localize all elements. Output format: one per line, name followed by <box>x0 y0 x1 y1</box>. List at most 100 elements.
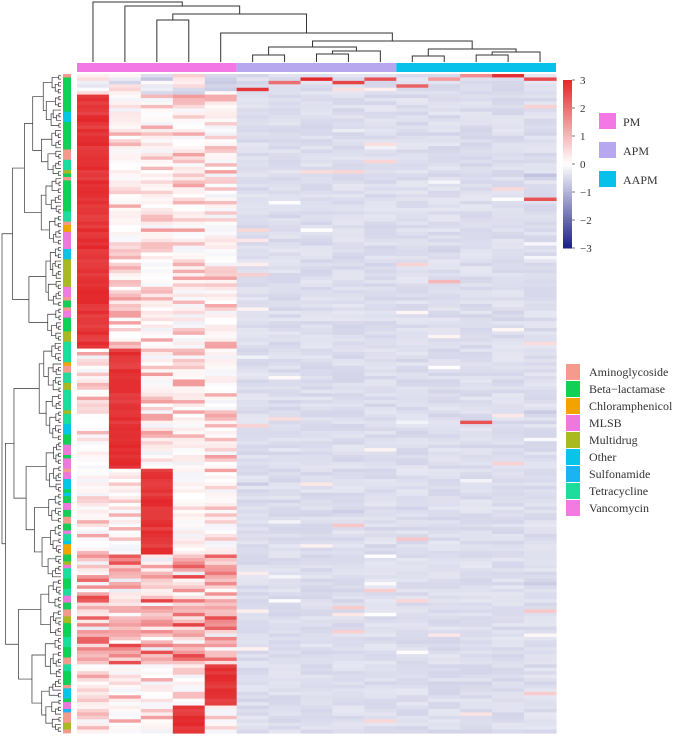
heatmap-cell <box>108 612 142 617</box>
heatmap-cell <box>140 575 174 580</box>
heatmap-cell <box>172 180 206 185</box>
heatmap-cell <box>204 355 238 360</box>
heatmap-cell <box>428 451 461 456</box>
heatmap-cell <box>172 132 206 137</box>
heatmap-cell <box>332 650 365 655</box>
heatmap-cell <box>300 386 334 391</box>
heatmap-cell <box>300 334 334 339</box>
heatmap-cell <box>77 537 110 542</box>
heatmap-cell <box>524 125 557 130</box>
heatmap-cell <box>396 406 429 411</box>
heatmap-cell <box>300 238 334 243</box>
heatmap-cell <box>300 410 334 415</box>
heatmap-cell <box>108 94 142 99</box>
heatmap-cell <box>140 228 174 233</box>
heatmap-cell <box>236 249 270 254</box>
heatmap-cell <box>204 321 238 326</box>
heatmap-cell <box>364 650 397 655</box>
heatmap-cell <box>300 458 334 463</box>
heatmap-cell <box>300 568 334 573</box>
heatmap-cell <box>396 365 429 370</box>
heatmap-cell <box>172 444 206 449</box>
heatmap-cell <box>396 376 429 381</box>
heatmap-cell <box>364 379 397 384</box>
heatmap-cell <box>492 187 525 192</box>
heatmap-cell <box>428 166 461 171</box>
heatmap-cell <box>428 338 461 343</box>
row-class-segment <box>63 544 71 555</box>
heatmap-cell <box>524 533 557 538</box>
heatmap-cell <box>172 406 206 411</box>
heatmap-cell <box>172 303 206 308</box>
heatmap-cell <box>77 166 110 171</box>
heatmap-cell <box>172 249 206 254</box>
heatmap-cell <box>172 273 206 278</box>
heatmap-cell <box>396 571 429 576</box>
heatmap-cell <box>364 317 397 322</box>
row-class-segment <box>63 231 71 243</box>
heatmap-cell <box>332 211 365 216</box>
heatmap-cell <box>172 396 206 401</box>
heatmap-cell <box>108 712 142 717</box>
heatmap-cell <box>268 94 302 99</box>
heatmap-cell <box>428 279 461 284</box>
heatmap-cell <box>300 303 334 308</box>
heatmap-cell <box>300 633 334 638</box>
heatmap-cell <box>172 183 206 188</box>
heatmap-cell <box>460 592 493 597</box>
heatmap-cell <box>236 643 270 648</box>
heatmap-cell <box>396 657 429 662</box>
heatmap-cell <box>524 249 557 254</box>
heatmap-cell <box>236 468 270 473</box>
heatmap-cell <box>236 599 270 604</box>
heatmap-cell <box>172 400 206 405</box>
heatmap-cell <box>492 132 525 137</box>
heatmap-cell <box>140 660 174 665</box>
heatmap-cell <box>332 80 365 85</box>
heatmap-cell <box>204 606 238 611</box>
heatmap-cell <box>492 475 525 480</box>
heatmap-cell <box>268 544 302 549</box>
heatmap-cell <box>172 135 206 140</box>
heatmap-cell <box>204 204 238 209</box>
heatmap-cell <box>396 705 429 710</box>
heatmap-cell <box>268 348 302 353</box>
heatmap-cell <box>396 520 429 525</box>
heatmap-cell <box>140 726 174 731</box>
heatmap-cell <box>396 434 429 439</box>
heatmap-cell <box>204 122 238 127</box>
heatmap-cell <box>332 684 365 689</box>
heatmap-cell <box>204 334 238 339</box>
heatmap-cell <box>108 74 142 79</box>
heatmap-cell <box>492 468 525 473</box>
heatmap-cell <box>140 722 174 727</box>
heatmap-cell <box>492 152 525 157</box>
heatmap-cell <box>172 520 206 525</box>
heatmap-cell <box>204 719 238 724</box>
heatmap-cell <box>108 376 142 381</box>
heatmap-cell <box>236 187 270 192</box>
heatmap-cell <box>77 424 110 429</box>
heatmap-cell <box>236 87 270 92</box>
heatmap-cell <box>364 633 397 638</box>
heatmap-cell <box>524 242 557 247</box>
heatmap-cell <box>460 286 493 291</box>
heatmap-cell <box>236 228 270 233</box>
heatmap-cell <box>268 691 302 696</box>
heatmap-cell <box>204 352 238 357</box>
colorbar-segment <box>563 127 572 131</box>
heatmap-cell <box>108 726 142 731</box>
heatmap-cell <box>77 317 110 322</box>
heatmap-cell <box>428 190 461 195</box>
heatmap-cell <box>300 314 334 319</box>
heatmap-cell <box>204 630 238 635</box>
heatmap-cell <box>140 424 174 429</box>
heatmap-cell <box>364 479 397 484</box>
heatmap-cell <box>77 729 110 734</box>
heatmap-cell <box>108 345 142 350</box>
heatmap-cell <box>332 314 365 319</box>
heatmap-cell <box>300 338 334 343</box>
heatmap-cell <box>77 606 110 611</box>
row-class-segment <box>63 609 71 617</box>
heatmap-cell <box>428 146 461 151</box>
